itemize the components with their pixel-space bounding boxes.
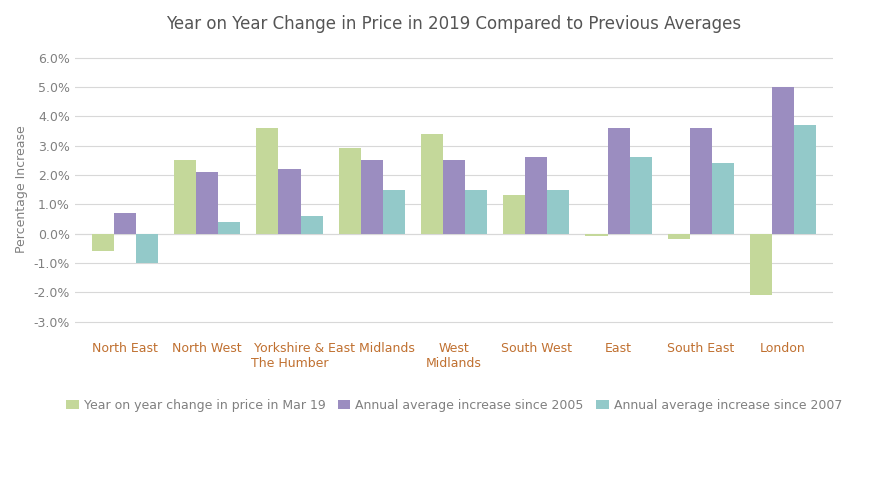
- Bar: [750, 233, 772, 295]
- Bar: [667, 233, 690, 239]
- Bar: [174, 160, 196, 233]
- Bar: [383, 190, 405, 233]
- Bar: [526, 157, 547, 233]
- Bar: [712, 163, 734, 233]
- Bar: [114, 213, 136, 233]
- Bar: [585, 233, 608, 236]
- Bar: [218, 222, 241, 233]
- Bar: [361, 160, 383, 233]
- Bar: [608, 128, 630, 233]
- Bar: [794, 125, 816, 233]
- Bar: [279, 169, 300, 233]
- Bar: [136, 233, 158, 263]
- Legend: Year on year change in price in Mar 19, Annual average increase since 2005, Annu: Year on year change in price in Mar 19, …: [66, 399, 842, 412]
- Y-axis label: Percentage Increase: Percentage Increase: [15, 125, 28, 254]
- Bar: [465, 190, 487, 233]
- Bar: [690, 128, 712, 233]
- Bar: [196, 172, 218, 233]
- Bar: [772, 87, 794, 233]
- Bar: [503, 196, 526, 233]
- Bar: [257, 128, 279, 233]
- Bar: [547, 190, 569, 233]
- Bar: [339, 149, 361, 233]
- Bar: [630, 157, 651, 233]
- Bar: [92, 233, 114, 251]
- Title: Year on Year Change in Price in 2019 Compared to Previous Averages: Year on Year Change in Price in 2019 Com…: [167, 15, 741, 33]
- Bar: [443, 160, 465, 233]
- Bar: [300, 216, 323, 233]
- Bar: [421, 134, 443, 233]
